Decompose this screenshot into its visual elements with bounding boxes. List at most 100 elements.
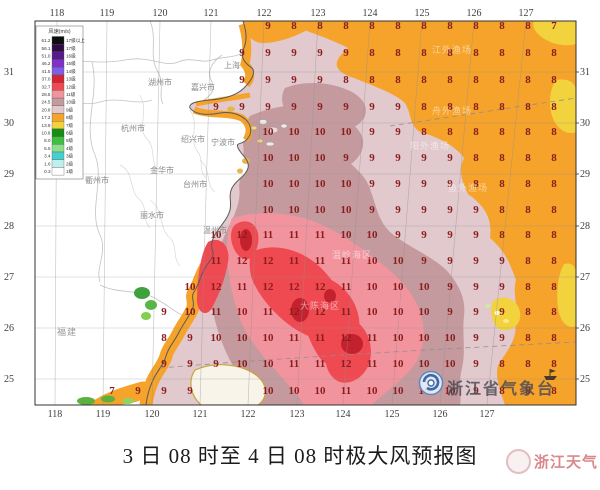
fishing-zone-watermark: 舟外渔场 [432, 105, 472, 116]
lon-label-top: 125 [415, 8, 430, 19]
lat-label-right: 26 [580, 323, 590, 334]
legend-level: 10级 [66, 99, 76, 106]
legend-level: 3级 [66, 153, 74, 160]
wind-value: 9 [265, 20, 271, 32]
wind-value: 11 [341, 255, 351, 267]
wind-value: 11 [367, 332, 377, 344]
wind-value: 10 [445, 358, 457, 370]
wind-value: 8 [447, 126, 453, 138]
wind-value: 11 [315, 358, 325, 370]
wind-value: 8 [473, 101, 479, 113]
wind-value: 8 [421, 101, 427, 113]
wind-value: 12 [263, 281, 275, 293]
wind-area-7-islands [491, 297, 521, 331]
wind-area-8-jiangsu-coast [243, 21, 320, 43]
wind-value: 9 [369, 126, 375, 138]
lon-label-top: 118 [50, 8, 65, 19]
wind-value: 9 [161, 306, 167, 318]
legend-level: 13级 [66, 76, 76, 83]
lon-label-bottom: 120 [145, 409, 160, 420]
wind-value: 9 [291, 74, 297, 86]
calm-area [190, 364, 266, 405]
wind-value: 8 [525, 74, 531, 86]
legend-threshold: 10.8 [42, 131, 51, 136]
fishing-zone-watermark: 温岭海区 [332, 249, 372, 260]
city-label: 丽水市 [140, 210, 164, 220]
legend-level: 17级 [66, 45, 76, 52]
wind-value: 10 [445, 385, 457, 397]
wind-value: 8 [343, 20, 349, 32]
wind-value: 10 [289, 204, 301, 216]
wind-value: 9 [499, 306, 505, 318]
lat-label-right: 28 [580, 221, 590, 232]
legend-threshold: 3.4 [44, 154, 51, 159]
lon-label-bottom: 125 [385, 409, 400, 420]
wind-value: 9 [161, 358, 167, 370]
wind-value: 8 [525, 126, 531, 138]
wind-value: 9 [395, 152, 401, 164]
legend-swatch [51, 144, 65, 153]
wind-value: 8 [473, 47, 479, 59]
wind-value: 8 [551, 204, 557, 216]
wind-value: 10 [289, 152, 301, 164]
legend-swatch [51, 59, 65, 68]
wind-value: 11 [263, 306, 273, 318]
wind-value: 12 [341, 332, 353, 344]
legend-swatch [51, 82, 65, 91]
wind-value: 11 [367, 358, 377, 370]
legend-swatch [51, 36, 65, 45]
wind-value: 10 [393, 255, 405, 267]
meridian-line [102, 20, 108, 406]
wind-value: 9 [421, 152, 427, 164]
lon-label-bottom: 123 [290, 409, 305, 420]
legend-level: 5级 [66, 137, 74, 144]
wind-value: 12 [315, 281, 327, 293]
lat-label-left: 25 [4, 374, 14, 385]
legend-swatch [51, 136, 65, 145]
legend-title: 风速(m/s) [48, 28, 70, 35]
wind-value: 7 [109, 385, 115, 397]
wind-value: 8 [499, 101, 505, 113]
fishing-zone-watermark: 大陈海区 [300, 300, 340, 311]
wind-value: 8 [525, 358, 531, 370]
legend-threshold: 28.5 [42, 92, 51, 97]
graticule [35, 20, 576, 406]
lon-label-bottom: 122 [241, 409, 256, 420]
wind-value: 10 [289, 385, 301, 397]
zone-boundary-dashed [159, 97, 576, 369]
wind-value: 9 [473, 204, 479, 216]
wind-value: 10 [263, 358, 275, 370]
legend-swatch [51, 97, 65, 106]
legend-threshold: 17.2 [42, 115, 51, 120]
wind-value: 10 [393, 306, 405, 318]
legend-swatch [51, 44, 65, 53]
wind-value: 9 [395, 178, 401, 190]
wind-value: 10 [393, 281, 405, 293]
wind-value: 9 [395, 126, 401, 138]
wind-value: 9 [447, 178, 453, 190]
wind-value: 9 [187, 385, 193, 397]
city-label: 金华市 [150, 165, 174, 175]
legend-level: 6级 [66, 130, 74, 137]
wind-value: 10 [263, 332, 275, 344]
wind-value: 10 [419, 281, 431, 293]
legend-level: 11级 [66, 91, 76, 98]
wind-value: 8 [551, 47, 557, 59]
brand-name: 浙江天气 [533, 454, 598, 471]
legend-swatch [51, 67, 65, 76]
wind-value: 10 [445, 332, 457, 344]
wind-value: 9 [265, 47, 271, 59]
lat-label-left: 28 [4, 221, 14, 232]
ship-icon [544, 369, 557, 380]
wind-value: 8 [447, 101, 453, 113]
wind-value: 10 [237, 358, 249, 370]
wind-value: 12 [263, 255, 275, 267]
wind-value: 8 [525, 229, 531, 241]
city-label: 宁波市 [211, 137, 235, 147]
wind-forecast-map: 9 8 8 8 8 8 8 8 8 8 8 7 9 9 9 9 9 8 8 8 8 8 8 8 8 9 9 9 9 8 8 8 8 8 8 8 8 8 9 9… [4, 8, 590, 420]
wind-value: 8 [499, 126, 505, 138]
legend-threshold: 1.6 [44, 161, 51, 166]
wind-value: 8 [473, 178, 479, 190]
station-name: 浙江省气象台 [447, 379, 555, 398]
lon-label-bottom: 119 [96, 409, 111, 420]
